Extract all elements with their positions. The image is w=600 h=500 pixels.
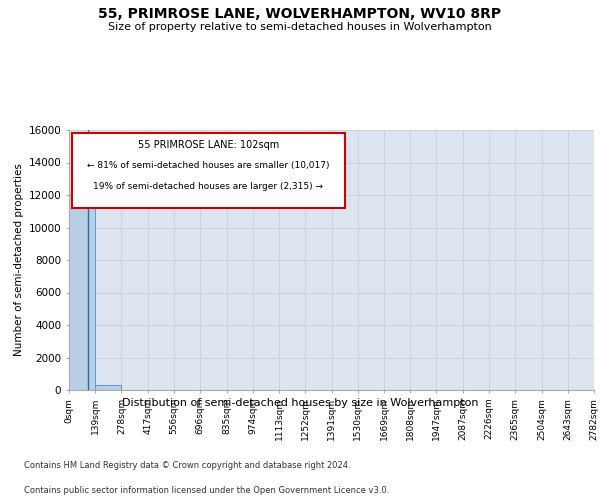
Bar — [69, 195, 95, 390]
Text: 55, PRIMROSE LANE, WOLVERHAMPTON, WV10 8RP: 55, PRIMROSE LANE, WOLVERHAMPTON, WV10 8… — [98, 8, 502, 22]
Text: 55 PRIMROSE LANE: 102sqm: 55 PRIMROSE LANE: 102sqm — [137, 140, 279, 150]
Y-axis label: Number of semi-detached properties: Number of semi-detached properties — [14, 164, 25, 356]
Bar — [95, 385, 121, 390]
Text: Size of property relative to semi-detached houses in Wolverhampton: Size of property relative to semi-detach… — [108, 22, 492, 32]
Text: Contains public sector information licensed under the Open Government Licence v3: Contains public sector information licen… — [24, 486, 389, 495]
Text: Contains HM Land Registry data © Crown copyright and database right 2024.: Contains HM Land Registry data © Crown c… — [24, 461, 350, 470]
Text: 19% of semi-detached houses are larger (2,315) →: 19% of semi-detached houses are larger (… — [93, 182, 323, 191]
FancyBboxPatch shape — [71, 132, 344, 208]
Text: ← 81% of semi-detached houses are smaller (10,017): ← 81% of semi-detached houses are smalle… — [87, 161, 329, 170]
Text: Distribution of semi-detached houses by size in Wolverhampton: Distribution of semi-detached houses by … — [122, 398, 478, 407]
